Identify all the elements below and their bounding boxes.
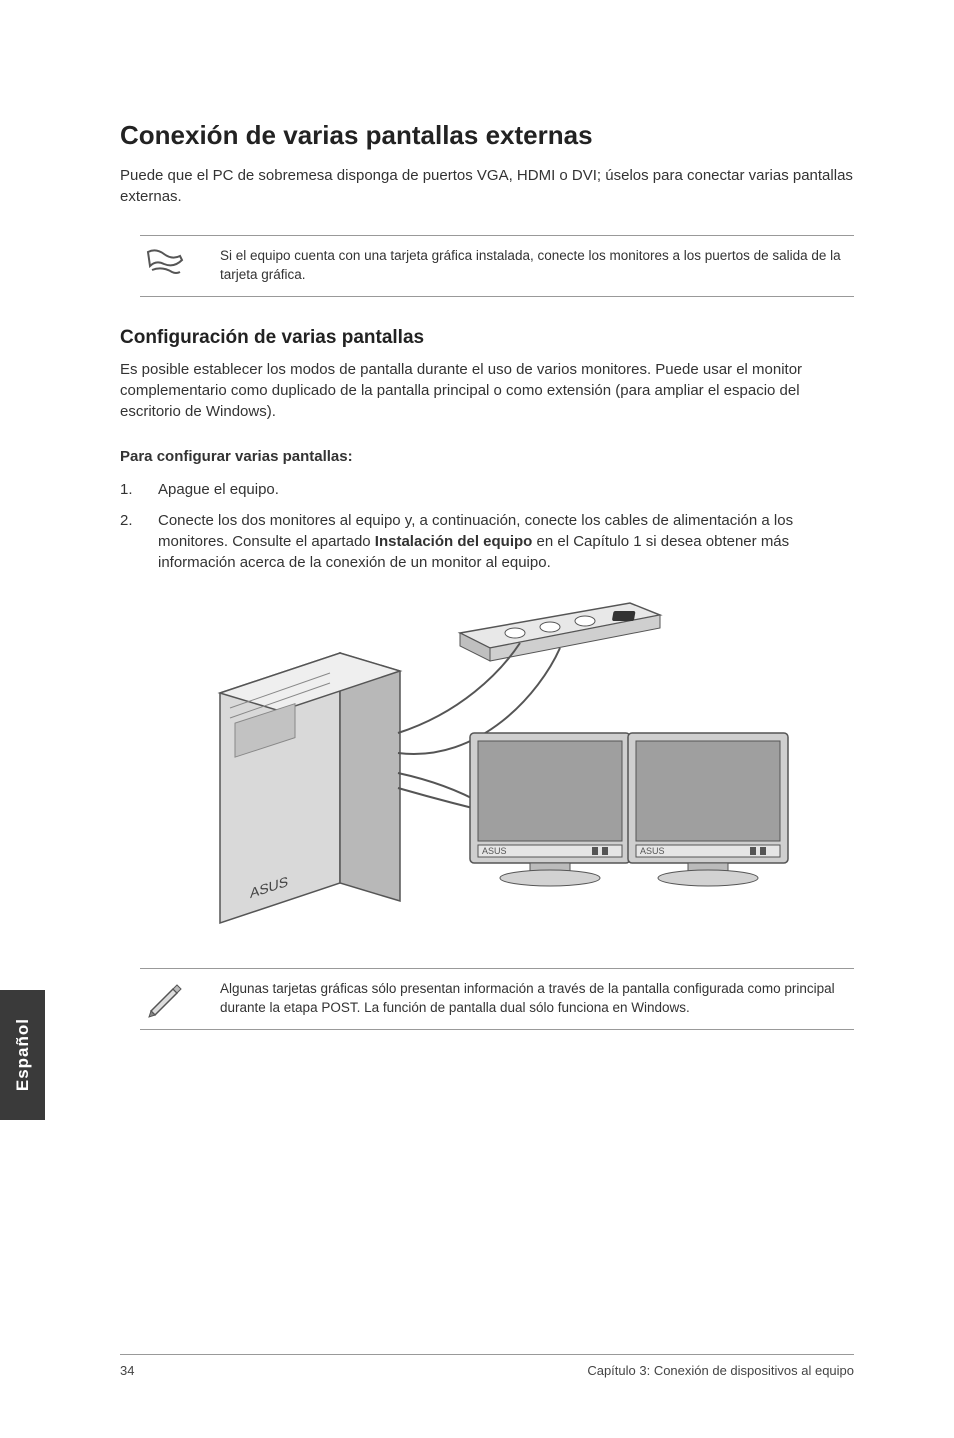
list-number: 1. xyxy=(120,479,158,500)
sub-heading: Configuración de varias pantallas xyxy=(120,327,854,349)
note-text-top: Si el equipo cuenta con una tarjeta gráf… xyxy=(220,247,854,285)
steps-list: 1. Apague el equipo. 2. Conecte los dos … xyxy=(120,479,854,573)
page-title: Conexión de varias pantallas externas xyxy=(120,120,854,151)
note-box-bottom: Algunas tarjetas gráficas sólo presentan… xyxy=(140,968,854,1030)
note-box-top: Si el equipo cuenta con una tarjeta gráf… xyxy=(140,235,854,297)
svg-text:ASUS: ASUS xyxy=(640,846,665,856)
pencil-icon xyxy=(140,979,190,1019)
sub-intro: Es posible establecer los modos de panta… xyxy=(120,359,854,422)
list-item: 2. Conecte los dos monitores al equipo y… xyxy=(120,510,854,573)
note-text-bottom: Algunas tarjetas gráficas sólo presentan… xyxy=(220,980,854,1018)
page-footer: 34 Capítulo 3: Conexión de dispositivos … xyxy=(120,1354,854,1378)
list-item: 1. Apague el equipo. xyxy=(120,479,854,500)
list-text-bold: Instalación del equipo xyxy=(375,533,533,550)
intro-paragraph: Puede que el PC de sobremesa disponga de… xyxy=(120,165,854,207)
chapter-label: Capítulo 3: Conexión de dispositivos al … xyxy=(587,1363,854,1378)
list-number: 2. xyxy=(120,510,158,573)
steps-heading: Para configurar varias pantallas: xyxy=(120,448,854,465)
page-number: 34 xyxy=(120,1363,134,1378)
language-tab: Español xyxy=(0,990,45,1120)
setup-illustration: ASUS ASUS xyxy=(180,593,854,938)
note-icon xyxy=(140,246,190,286)
list-text: Apague el equipo. xyxy=(158,479,854,500)
list-text: Conecte los dos monitores al equipo y, a… xyxy=(158,510,854,573)
svg-text:ASUS: ASUS xyxy=(482,846,507,856)
language-label: Español xyxy=(13,1018,33,1091)
